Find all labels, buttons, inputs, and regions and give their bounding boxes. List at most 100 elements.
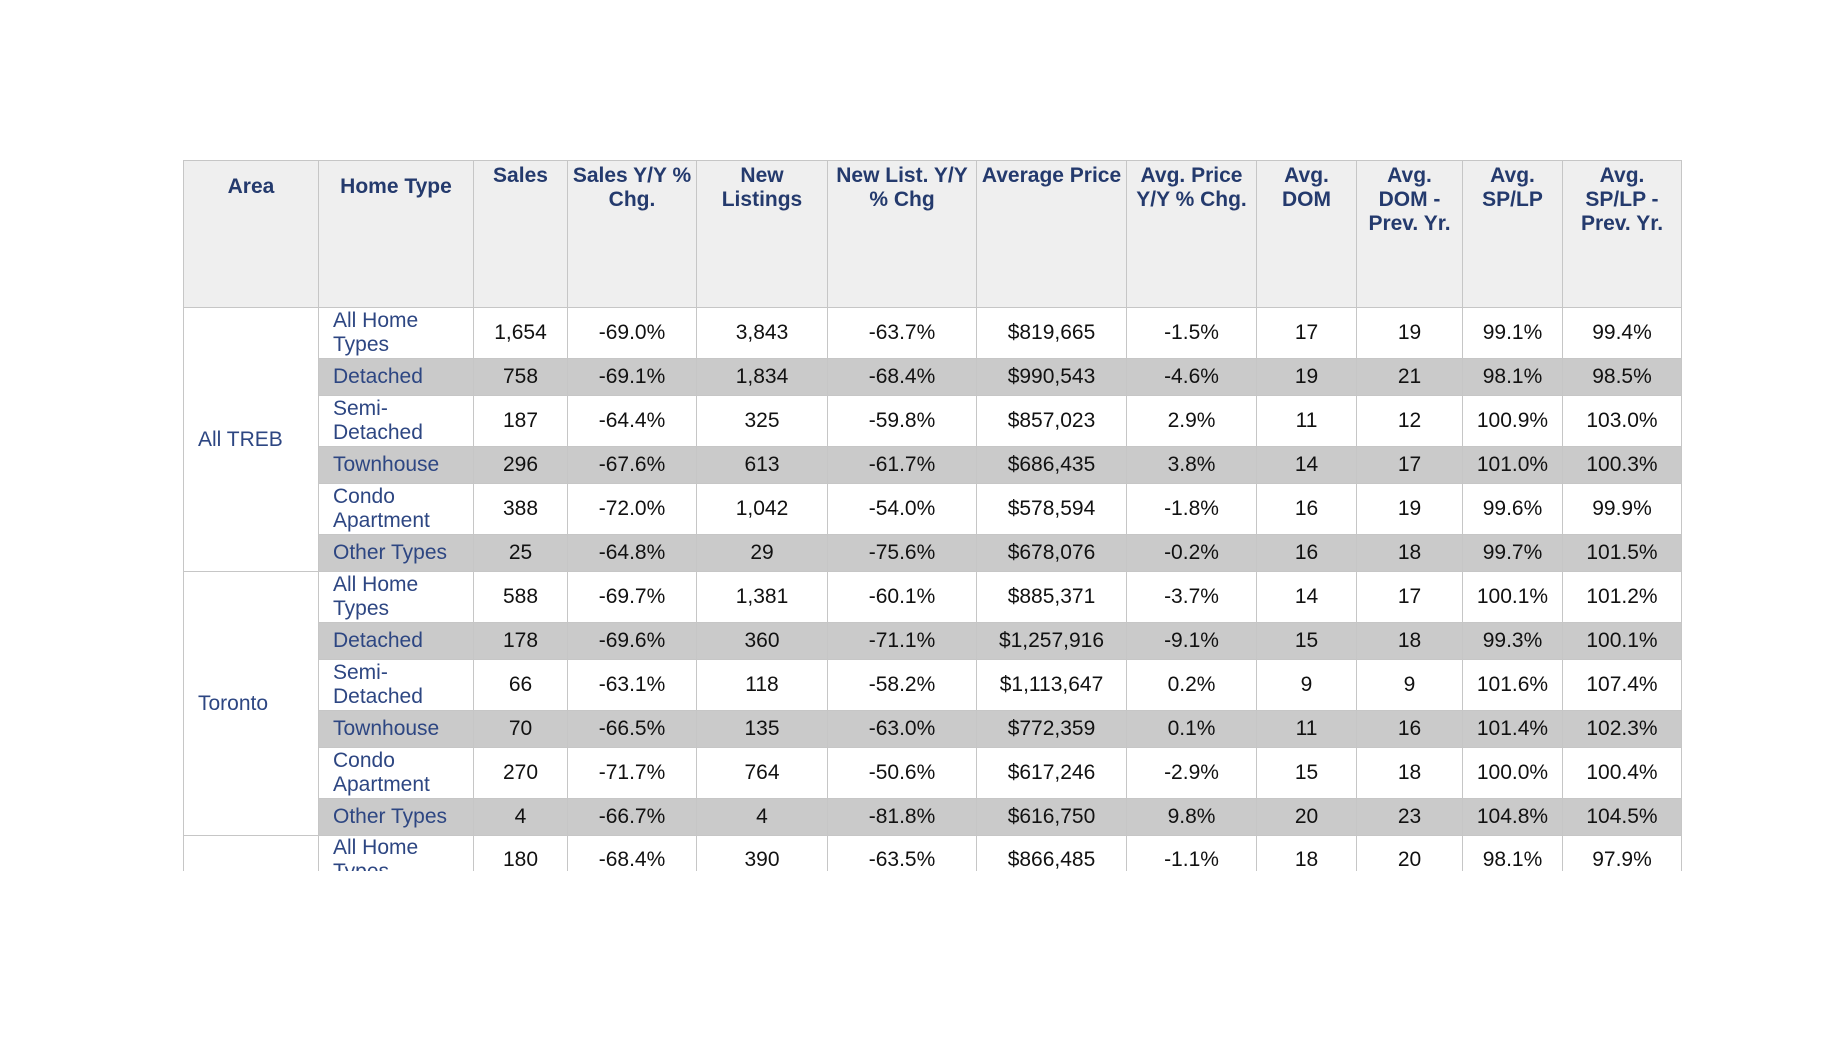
value-cell: 101.5% <box>1562 534 1682 572</box>
header-avg-sp-lp: Avg. SP/LP <box>1462 160 1563 308</box>
value-cell: 18 <box>1356 747 1463 799</box>
value-cell: 11 <box>1256 395 1357 447</box>
value-cell: 2.9% <box>1126 395 1257 447</box>
value-cell: -3.7% <box>1126 571 1257 623</box>
value-cell: 101.6% <box>1462 659 1563 711</box>
value-cell: 23 <box>1356 798 1463 836</box>
value-cell: -1.5% <box>1126 307 1257 359</box>
value-cell: -58.2% <box>827 659 977 711</box>
table-row: Semi-Detached 187 -64.4% 325 -59.8% $857,023 2… <box>184 395 1682 447</box>
value-cell: 100.4% <box>1562 747 1682 799</box>
value-cell: 15 <box>1256 622 1357 660</box>
value-cell: -69.7% <box>567 571 697 623</box>
value-cell: -59.8% <box>827 395 977 447</box>
value-cell: $1,113,647 <box>976 659 1127 711</box>
value-cell: 103.0% <box>1562 395 1682 447</box>
home-type-cell: All Home Types <box>318 307 474 359</box>
header-sales: Sales <box>473 160 568 308</box>
value-cell: 388 <box>473 483 568 535</box>
area-cell: All TREB <box>183 307 319 572</box>
value-cell: 99.4% <box>1562 307 1682 359</box>
value-cell: $616,750 <box>976 798 1127 836</box>
value-cell: 0.2% <box>1126 659 1257 711</box>
value-cell: -2.9% <box>1126 747 1257 799</box>
value-cell: 99.1% <box>1462 307 1563 359</box>
value-cell: $772,359 <box>976 710 1127 748</box>
table-row: Condo Apartment 388 -72.0% 1,042 -54.0% $578,… <box>184 483 1682 535</box>
value-cell: 19 <box>1356 307 1463 359</box>
value-cell: 178 <box>473 622 568 660</box>
value-cell: 1,381 <box>696 571 828 623</box>
table-row: Detached 178 -69.6% 360 -71.1% $1,257,916 -9.1… <box>184 622 1682 660</box>
value-cell: 101.4% <box>1462 710 1563 748</box>
value-cell: 187 <box>473 395 568 447</box>
value-cell: 18 <box>1356 534 1463 572</box>
value-cell: 99.3% <box>1462 622 1563 660</box>
home-type-cell: Condo Apartment <box>318 747 474 799</box>
value-cell: $885,371 <box>976 571 1127 623</box>
header-avg-sp-lp-prev-yr: Avg. SP/LP - Prev. Yr. <box>1562 160 1682 308</box>
value-cell: 9 <box>1356 659 1463 711</box>
value-cell: 17 <box>1356 571 1463 623</box>
table-row: Condo Apartment 270 -71.7% 764 -50.6% $617,24… <box>184 747 1682 799</box>
header-area: Area <box>183 160 319 308</box>
header-new-listings: New Listings <box>696 160 828 308</box>
value-cell: 360 <box>696 622 828 660</box>
home-type-cell: Other Types <box>318 534 474 572</box>
value-cell: $819,665 <box>976 307 1127 359</box>
table-body: All TREB All Home Types 1,654 -69.0% 3,843 -6… <box>183 307 1682 885</box>
home-type-cell: All Home Types <box>318 571 474 623</box>
value-cell: 613 <box>696 446 828 484</box>
value-cell: 20 <box>1256 798 1357 836</box>
value-cell: $857,023 <box>976 395 1127 447</box>
value-cell: -64.4% <box>567 395 697 447</box>
header-avg-dom-prev-yr: Avg. DOM - Prev. Yr. <box>1356 160 1463 308</box>
value-cell: -69.1% <box>567 358 697 396</box>
value-cell: 14 <box>1256 571 1357 623</box>
value-cell: -0.2% <box>1126 534 1257 572</box>
value-cell: 66 <box>473 659 568 711</box>
page-lower-margin <box>0 871 1848 1046</box>
value-cell: -60.1% <box>827 571 977 623</box>
value-cell: 14 <box>1256 446 1357 484</box>
value-cell: 588 <box>473 571 568 623</box>
value-cell: 296 <box>473 446 568 484</box>
value-cell: $1,257,916 <box>976 622 1127 660</box>
value-cell: 3,843 <box>696 307 828 359</box>
header-row: Area Home Type Sales Sales Y/Y % Chg. Ne… <box>183 160 1682 308</box>
table-row: All TREB All Home Types 1,654 -69.0% 3,843 -6… <box>183 307 1682 572</box>
value-cell: -69.6% <box>567 622 697 660</box>
value-cell: 70 <box>473 710 568 748</box>
value-cell: -54.0% <box>827 483 977 535</box>
home-type-cell: Semi-Detached <box>318 659 474 711</box>
value-cell: 100.3% <box>1562 446 1682 484</box>
header-sales-yy-chg: Sales Y/Y % Chg. <box>567 160 697 308</box>
value-cell: $678,076 <box>976 534 1127 572</box>
table-row: Semi-Detached 66 -63.1% 118 -58.2% $1,113,647… <box>184 659 1682 711</box>
home-type-cell: Detached <box>318 358 474 396</box>
home-type-cell: Other Types <box>318 798 474 836</box>
value-cell: -63.7% <box>827 307 977 359</box>
table-row: Other Types 4 -66.7% 4 -81.8% $616,750 9.8% 20 2… <box>184 798 1682 836</box>
home-type-cell: Townhouse <box>318 710 474 748</box>
value-cell: 100.1% <box>1462 571 1563 623</box>
table-row: Other Types 25 -64.8% 29 -75.6% $678,076 -0.2%… <box>184 534 1682 572</box>
value-cell: 98.5% <box>1562 358 1682 396</box>
home-type-cell: Detached <box>318 622 474 660</box>
value-cell: 29 <box>696 534 828 572</box>
value-cell: 9.8% <box>1126 798 1257 836</box>
table-row: Toronto All Home Types 588 -69.7% 1,381 -60.1… <box>183 571 1682 836</box>
value-cell: 101.2% <box>1562 571 1682 623</box>
value-cell: 16 <box>1256 534 1357 572</box>
value-cell: 99.6% <box>1462 483 1563 535</box>
value-cell: 118 <box>696 659 828 711</box>
area-cell: Toronto <box>183 571 319 836</box>
value-cell: -64.8% <box>567 534 697 572</box>
value-cell: 100.1% <box>1562 622 1682 660</box>
value-cell: 325 <box>696 395 828 447</box>
value-cell: 104.8% <box>1462 798 1563 836</box>
value-cell: 270 <box>473 747 568 799</box>
value-cell: 9 <box>1256 659 1357 711</box>
home-type-cell: Semi-Detached <box>318 395 474 447</box>
value-cell: 100.9% <box>1462 395 1563 447</box>
